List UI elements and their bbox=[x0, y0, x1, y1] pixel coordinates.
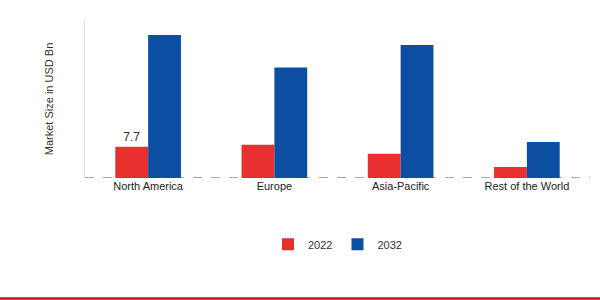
svg-text:Rest of the World: Rest of the World bbox=[484, 180, 569, 192]
svg-text:7.7: 7.7 bbox=[123, 130, 140, 144]
svg-text:North America: North America bbox=[113, 180, 184, 192]
svg-text:Market Size in USD Bn: Market Size in USD Bn bbox=[43, 43, 55, 155]
svg-text:2032: 2032 bbox=[377, 239, 401, 251]
svg-text:Asia-Pacific: Asia-Pacific bbox=[372, 180, 430, 192]
svg-text:Europe: Europe bbox=[257, 180, 292, 192]
svg-text:2022: 2022 bbox=[308, 239, 332, 251]
